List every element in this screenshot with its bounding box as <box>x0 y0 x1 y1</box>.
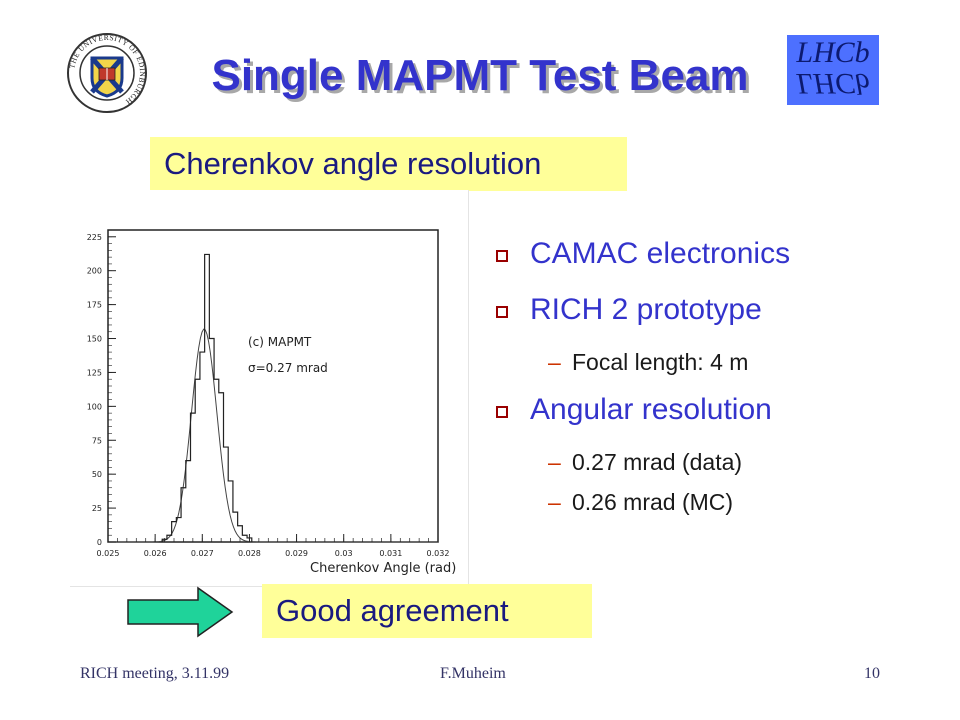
sub-bullet-focal-length: – Focal length: 4 m <box>548 348 748 376</box>
plot-frame <box>107 229 439 543</box>
histogram-panel: 0.025 0.026 0.027 0.028 0.029 0.03 0.031 0.032 0… <box>70 190 469 587</box>
y-tick-label: 100 <box>87 402 102 411</box>
x-tick-label: 0.025 <box>97 549 120 558</box>
x-tick-label: 0.029 <box>285 549 308 558</box>
annotation-sigma: σ=0.27 mrad <box>248 361 328 375</box>
footer-page-number: 10 <box>864 665 880 682</box>
footer-author: F.Muheim <box>440 665 506 682</box>
y-tick-label: 150 <box>87 335 102 344</box>
square-bullet-icon <box>496 306 508 318</box>
square-bullet-icon <box>496 406 508 418</box>
y-tick-label: 0 <box>97 538 102 547</box>
y-tick-label: 125 <box>87 368 102 377</box>
bullet-text: RICH 2 prototype <box>530 293 762 326</box>
dash-icon: – <box>548 489 561 515</box>
y-tick-label: 200 <box>87 267 102 276</box>
y-tick-label: 25 <box>92 504 102 513</box>
x-axis-label: Cherenkov Angle (rad) <box>310 561 456 576</box>
x-tick-label: 0.026 <box>144 549 167 558</box>
y-tick-label: 225 <box>87 233 102 242</box>
footer-meeting: RICH meeting, 3.11.99 <box>80 665 230 682</box>
lhcb-logo: LHCb LHCb <box>787 35 879 105</box>
university-crest-logo: THE UNIVERSITY OF EDINBURGH <box>66 32 148 114</box>
x-tick-label: 0.03 <box>335 549 353 558</box>
bullet-text: Angular resolution <box>530 393 772 426</box>
sub-bullet-text: 0.26 mrad (MC) <box>572 489 734 515</box>
histogram-series <box>161 253 253 542</box>
lhcb-logo-text: LHCb <box>796 36 870 69</box>
x-tick-label: 0.032 <box>427 549 450 558</box>
right-arrow-icon <box>126 586 234 638</box>
y-tick-label: 50 <box>92 470 102 479</box>
x-tick-label: 0.028 <box>238 549 261 558</box>
slide-title: Single MAPMT Test Beam <box>211 51 749 100</box>
cherenkov-histogram: 0.025 0.026 0.027 0.028 0.029 0.03 0.031 0.032 0… <box>87 229 456 576</box>
annotation-label: (c) MAPMT <box>248 335 312 349</box>
sub-bullet-mc: –0.26 mrad (MC) <box>548 488 733 516</box>
dash-icon: – <box>548 349 561 375</box>
x-tick-label: 0.027 <box>191 549 214 558</box>
lhcb-logo-reflection: LHCb <box>796 67 870 100</box>
conclusion-label: Good agreement <box>262 584 592 638</box>
dash-icon: – <box>548 449 561 475</box>
bullet-text: CAMAC electronics <box>530 237 791 270</box>
sub-bullet-data: –0.27 mrad (data) <box>548 448 742 476</box>
x-tick-label: 0.031 <box>379 549 402 558</box>
gaussian-fit-series <box>108 328 438 543</box>
sub-bullet-text: 0.27 mrad (data) <box>572 449 743 475</box>
y-tick-label: 175 <box>87 301 102 310</box>
subtitle-label: Cherenkov angle resolution <box>150 137 627 191</box>
y-tick-label: 75 <box>92 436 102 445</box>
square-bullet-icon <box>496 250 508 262</box>
sub-bullet-text: Focal length: 4 m <box>572 349 749 375</box>
